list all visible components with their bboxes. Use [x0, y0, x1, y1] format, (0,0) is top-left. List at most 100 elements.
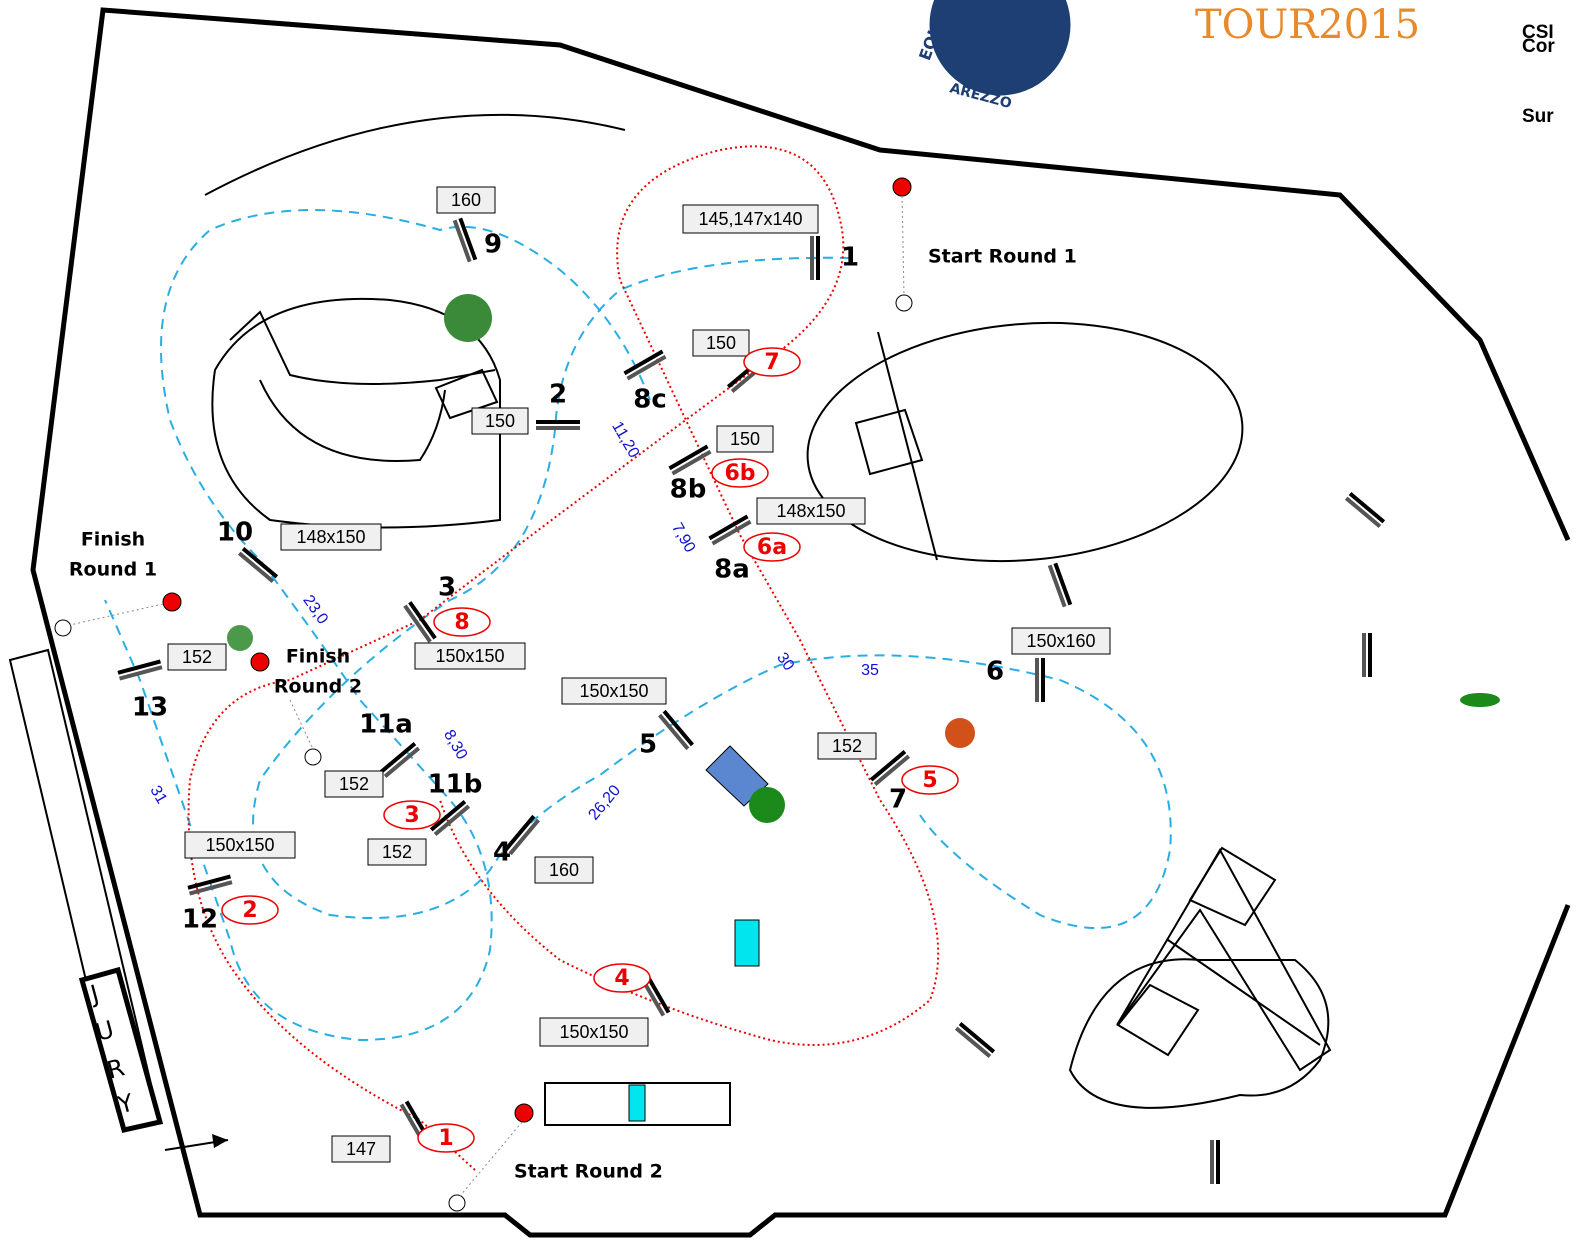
height-label: 152 [832, 736, 862, 756]
fence-pole [869, 750, 907, 782]
header-line: Sur [1522, 106, 1554, 127]
height-box [414, 642, 526, 670]
obstacle-number: 13 [132, 693, 168, 723]
height-box [534, 856, 594, 884]
height-box [331, 1135, 391, 1163]
fence [708, 514, 752, 546]
fence [1362, 633, 1372, 677]
jury-letter: Y [114, 1089, 137, 1120]
scenery [8, 113, 1332, 1126]
height-label: 160 [451, 190, 481, 210]
fence-pole [403, 604, 432, 643]
fence-pole [187, 874, 231, 890]
fence [452, 217, 478, 263]
fence-pole [429, 800, 467, 832]
fence-pole [1047, 564, 1067, 608]
fence [954, 1022, 996, 1058]
header-line: Cor [1522, 36, 1555, 57]
obstacle-number: 9 [484, 230, 502, 260]
height-label: 150x150 [205, 835, 274, 855]
fence [810, 236, 820, 280]
fence-pole [708, 514, 749, 541]
height-label: 147 [346, 1139, 376, 1159]
distance-label: 11,20 [608, 419, 642, 461]
distance-label: 8,30 [440, 727, 470, 763]
header-line: CSI [1522, 22, 1554, 43]
fence-pole [668, 444, 709, 471]
finish-marker: Finish [81, 529, 145, 551]
fence-pole [237, 551, 275, 583]
round2-number: 5 [922, 768, 937, 793]
round2-number: 8 [454, 610, 469, 635]
obstacle-number: 11b [428, 770, 483, 800]
height-label: 148x150 [776, 501, 845, 521]
fence-pole [119, 665, 163, 681]
height-label: 150x150 [435, 646, 504, 666]
height-label: 148x150 [296, 527, 365, 547]
round2-ring [711, 458, 769, 488]
fence-pole [383, 746, 421, 778]
fence [237, 547, 279, 583]
obstacle-number: 10 [217, 518, 253, 548]
distance-label: 31 [146, 783, 170, 807]
obstacle-number: 8c [633, 385, 667, 415]
distance-label: 30 [773, 650, 797, 674]
fence [536, 420, 580, 430]
start-marker: Start Round 1 [928, 246, 1077, 268]
fence-pole [958, 1022, 996, 1054]
fence [429, 800, 471, 836]
fence-pole [433, 804, 471, 836]
fence-pole [1053, 562, 1073, 606]
height-label: 150 [706, 333, 736, 353]
distance-label: 35 [861, 662, 879, 679]
height-box [692, 329, 750, 357]
finish-marker: Finish [286, 646, 350, 668]
height-label: 160 [549, 860, 579, 880]
fence-pole [1348, 492, 1386, 524]
fence-pole [671, 449, 712, 476]
obstacle-number: 5 [639, 730, 657, 760]
height-label: 150x150 [559, 1022, 628, 1042]
fence-pole [458, 217, 478, 261]
obstacle-number: 7 [889, 785, 907, 815]
fences [117, 217, 1386, 1184]
round2-ring [417, 1123, 475, 1153]
arena-outline [30, 7, 1571, 1238]
obstacle-number: 11a [359, 710, 413, 740]
height-label: 152 [382, 842, 412, 862]
height-box [682, 204, 819, 234]
fence [658, 709, 694, 751]
height-box [471, 407, 529, 435]
fence-pole [508, 818, 540, 856]
height-box [167, 643, 227, 671]
round2-number: 3 [404, 803, 419, 828]
fence-pole [379, 742, 417, 774]
start-marker: Start Round 2 [514, 1161, 663, 1183]
fence-pole [626, 354, 667, 381]
distance-label: 23,0 [299, 592, 331, 627]
jury-letter: R [104, 1053, 127, 1084]
obstacle-number: 2 [549, 380, 567, 410]
height-label: 150 [730, 429, 760, 449]
height-box [1011, 627, 1111, 655]
round2-ring [593, 963, 651, 993]
height-box [324, 770, 384, 798]
fence [869, 750, 911, 786]
fence [187, 874, 233, 896]
round2-number: 1 [438, 1126, 453, 1151]
height-label: 150x150 [579, 681, 648, 701]
fence-pole [504, 814, 536, 852]
height-box [280, 523, 382, 551]
fence-pole [117, 659, 161, 675]
fence [1047, 562, 1073, 608]
height-label: 150 [485, 411, 515, 431]
obstacle-number: 4 [493, 838, 511, 868]
finish-marker: Round 1 [69, 559, 157, 581]
route-round-1 [104, 209, 1172, 1042]
round2-ring [901, 765, 959, 795]
round2-number: 6b [724, 461, 755, 486]
fence-pole [954, 1026, 992, 1058]
round2-ring [383, 800, 441, 830]
fence [403, 601, 437, 643]
